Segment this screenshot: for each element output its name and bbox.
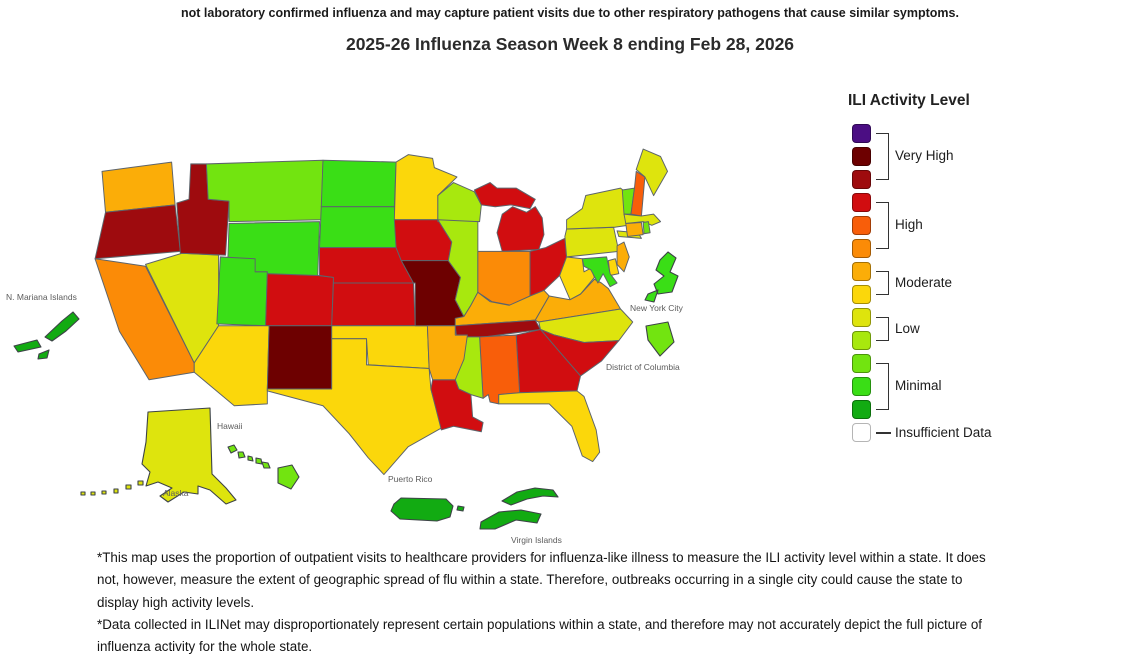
state-SD[interactable] bbox=[319, 206, 397, 249]
state-AR[interactable] bbox=[426, 325, 468, 381]
inset-district-of-columbia[interactable] bbox=[645, 321, 675, 357]
state-ME[interactable] bbox=[635, 148, 668, 197]
state-TX[interactable] bbox=[266, 338, 442, 476]
footnote-2: *Data collected in ILINet may disproport… bbox=[97, 616, 983, 655]
state-ND[interactable] bbox=[320, 159, 397, 208]
label-n-mariana-islands: N. Mariana Islands bbox=[6, 292, 77, 302]
state-VA[interactable] bbox=[534, 278, 622, 323]
label-new-york-city: New York City bbox=[630, 303, 683, 313]
state-MD[interactable] bbox=[581, 256, 618, 288]
label-puerto-rico: Puerto Rico bbox=[388, 474, 433, 484]
fluview-ili-map-page: { "header": { "disclaimer_top": "not lab… bbox=[6, 6, 992, 655]
state-CT[interactable] bbox=[625, 222, 644, 237]
state-CO[interactable] bbox=[265, 273, 334, 327]
state-HI[interactable] bbox=[227, 444, 300, 490]
inset-new-york-city[interactable] bbox=[644, 251, 679, 303]
state-NH[interactable] bbox=[630, 170, 646, 217]
state-NM[interactable] bbox=[266, 325, 333, 390]
state-RI[interactable] bbox=[642, 221, 651, 235]
footnote-1: *This map uses the proportion of outpati… bbox=[97, 550, 986, 610]
territory-puerto-rico[interactable] bbox=[390, 497, 465, 522]
top-disclaimer-text: not laboratory confirmed influenza and m… bbox=[181, 6, 959, 20]
state-NJ[interactable] bbox=[616, 241, 630, 273]
label-district-of-columbia: District of Columbia bbox=[606, 362, 680, 372]
label-hawaii: Hawaii bbox=[217, 421, 243, 431]
state-AK[interactable] bbox=[80, 407, 237, 505]
territory-n-mariana-islands[interactable] bbox=[13, 311, 80, 360]
state-FL[interactable] bbox=[498, 390, 601, 463]
state-KS[interactable] bbox=[331, 282, 416, 327]
state-LA[interactable] bbox=[430, 379, 484, 433]
contiguous-states-group bbox=[94, 148, 668, 476]
state-UT[interactable] bbox=[216, 256, 268, 327]
page-title: 2025-26 Influenza Season Week 8 ending F… bbox=[345, 34, 795, 54]
state-WA[interactable] bbox=[101, 161, 176, 213]
label-alaska: Alaska bbox=[163, 488, 189, 498]
label-virgin-islands: Virgin Islands bbox=[511, 535, 562, 545]
state-PA[interactable] bbox=[564, 226, 620, 258]
us-choropleth-map bbox=[13, 148, 679, 530]
state-IN[interactable] bbox=[477, 250, 531, 306]
territory-virgin-islands[interactable] bbox=[479, 487, 559, 530]
footnotes: *This map uses the proportion of outpati… bbox=[97, 547, 992, 658]
state-OR[interactable] bbox=[94, 204, 181, 260]
state-MI[interactable] bbox=[473, 182, 545, 252]
legend-title: ILI Activity Level bbox=[848, 92, 970, 109]
